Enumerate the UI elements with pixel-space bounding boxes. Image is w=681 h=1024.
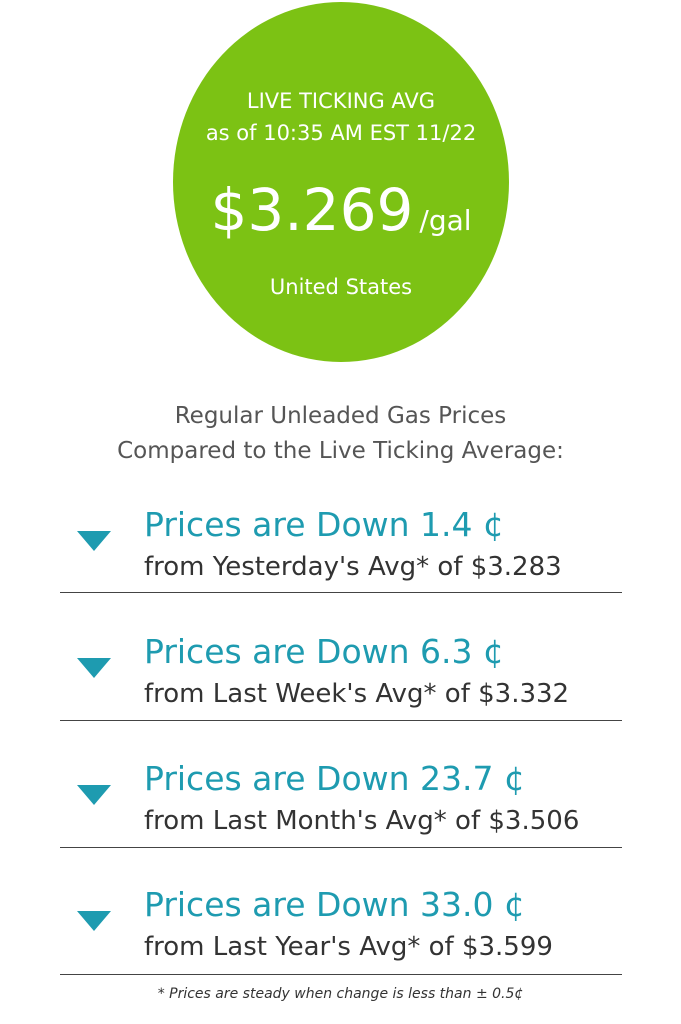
comparison-subtitle: from Last Year's Avg* of $3.599 — [144, 932, 553, 962]
badge-timestamp: as of 10:35 AM EST 11/22 — [205, 121, 477, 145]
down-triangle-icon — [77, 531, 111, 551]
badge-price-line: $3.269/gal — [173, 170, 509, 265]
comparison-title: Prices are Down 1.4 ¢ — [144, 505, 505, 544]
comparison-row-last-week: Prices are Down 6.3 ¢ from Last Week's A… — [60, 612, 622, 721]
badge-label: LIVE TICKING AVG — [246, 89, 436, 113]
live-average-badge: LIVE TICKING AVG as of 10:35 AM EST 11/2… — [173, 2, 509, 362]
comparison-heading-line1: Regular Unleaded Gas Prices — [174, 403, 507, 429]
comparison-subtitle: from Last Month's Avg* of $3.506 — [144, 806, 580, 836]
comparison-title: Prices are Down 33.0 ¢ — [144, 885, 525, 924]
comparison-row-yesterday: Prices are Down 1.4 ¢ from Yesterday's A… — [60, 484, 622, 593]
comparison-title: Prices are Down 6.3 ¢ — [144, 632, 505, 671]
comparison-row-last-month: Prices are Down 23.7 ¢ from Last Month's… — [60, 739, 622, 848]
down-triangle-icon — [77, 658, 111, 678]
down-triangle-icon — [77, 785, 111, 805]
comparison-subtitle: from Yesterday's Avg* of $3.283 — [144, 552, 562, 582]
comparison-heading-line2: Compared to the Live Ticking Average: — [117, 438, 564, 464]
comparison-subtitle: from Last Week's Avg* of $3.332 — [144, 679, 570, 709]
steady-price-footnote: * Prices are steady when change is less … — [157, 986, 524, 1002]
comparison-title: Prices are Down 23.7 ¢ — [144, 759, 525, 798]
badge-price: $3.269 — [210, 176, 414, 244]
down-triangle-icon — [77, 911, 111, 931]
badge-region: United States — [269, 275, 413, 299]
comparison-row-last-year: Prices are Down 33.0 ¢ from Last Year's … — [60, 866, 622, 975]
badge-price-unit: /gal — [419, 204, 472, 237]
